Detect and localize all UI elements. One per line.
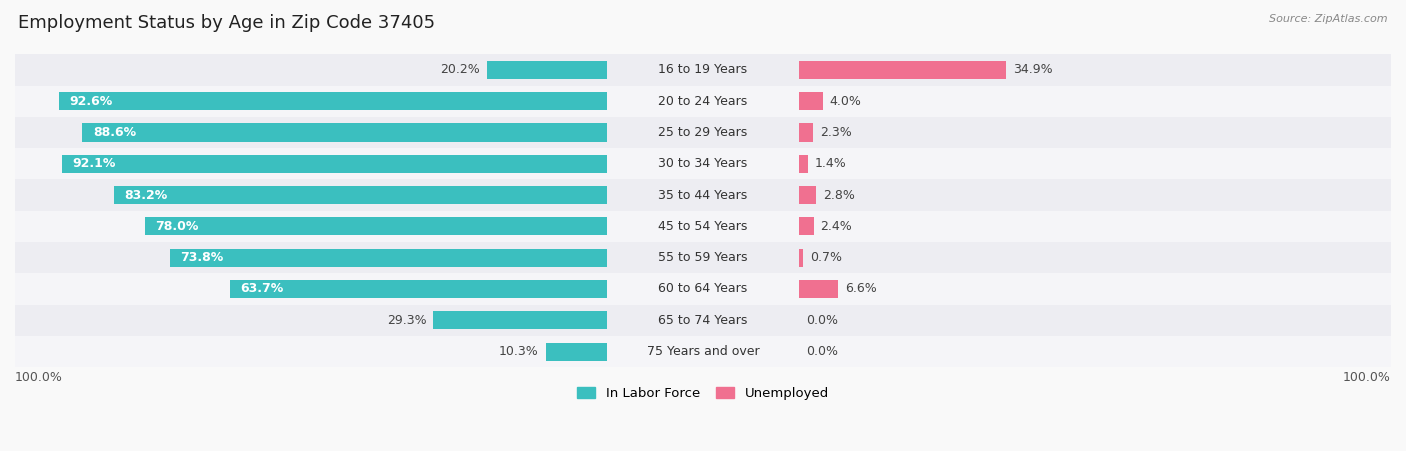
Text: 88.6%: 88.6% (93, 126, 136, 139)
Bar (15, 117, 1391, 148)
Bar (546, 342, 606, 361)
Text: 60 to 64 Years: 60 to 64 Years (658, 282, 748, 295)
Bar (15, 54, 1391, 86)
Text: 2.8%: 2.8% (823, 189, 855, 202)
Bar (800, 280, 838, 298)
Bar (15, 336, 1391, 367)
Text: 92.6%: 92.6% (69, 95, 112, 108)
Text: 1.4%: 1.4% (814, 157, 846, 170)
Text: 25 to 29 Years: 25 to 29 Years (658, 126, 748, 139)
Text: 0.0%: 0.0% (806, 345, 838, 358)
Text: 0.0%: 0.0% (806, 314, 838, 327)
Text: 83.2%: 83.2% (125, 189, 167, 202)
Bar (486, 61, 606, 79)
Bar (229, 280, 606, 298)
Bar (59, 92, 606, 110)
Bar (145, 217, 606, 235)
Bar (800, 249, 803, 267)
Text: 45 to 54 Years: 45 to 54 Years (658, 220, 748, 233)
Text: 6.6%: 6.6% (845, 282, 877, 295)
Text: 63.7%: 63.7% (240, 282, 284, 295)
Bar (800, 124, 813, 142)
Text: 55 to 59 Years: 55 to 59 Years (658, 251, 748, 264)
Text: 92.1%: 92.1% (72, 157, 115, 170)
Bar (15, 211, 1391, 242)
Text: 100.0%: 100.0% (15, 371, 63, 384)
Bar (15, 305, 1391, 336)
Bar (433, 311, 606, 329)
Text: 4.0%: 4.0% (830, 95, 862, 108)
Bar (62, 155, 606, 173)
Text: Employment Status by Age in Zip Code 37405: Employment Status by Age in Zip Code 374… (18, 14, 436, 32)
Text: 20 to 24 Years: 20 to 24 Years (658, 95, 748, 108)
Bar (800, 155, 807, 173)
Bar (15, 242, 1391, 273)
Bar (800, 61, 1005, 79)
Text: 30 to 34 Years: 30 to 34 Years (658, 157, 748, 170)
Bar (800, 186, 815, 204)
Text: 20.2%: 20.2% (440, 63, 481, 76)
Text: 0.7%: 0.7% (810, 251, 842, 264)
Text: 35 to 44 Years: 35 to 44 Years (658, 189, 748, 202)
Bar (15, 179, 1391, 211)
Bar (170, 249, 606, 267)
Bar (15, 148, 1391, 179)
Legend: In Labor Force, Unemployed: In Labor Force, Unemployed (571, 382, 835, 405)
Text: 29.3%: 29.3% (387, 314, 426, 327)
Text: 2.4%: 2.4% (820, 220, 852, 233)
Text: 2.3%: 2.3% (820, 126, 852, 139)
Text: Source: ZipAtlas.com: Source: ZipAtlas.com (1270, 14, 1388, 23)
Text: 75 Years and over: 75 Years and over (647, 345, 759, 358)
Text: 65 to 74 Years: 65 to 74 Years (658, 314, 748, 327)
Bar (15, 273, 1391, 305)
Text: 10.3%: 10.3% (499, 345, 538, 358)
Bar (83, 124, 606, 142)
Text: 16 to 19 Years: 16 to 19 Years (658, 63, 748, 76)
Text: 78.0%: 78.0% (156, 220, 198, 233)
Bar (15, 86, 1391, 117)
Text: 100.0%: 100.0% (1343, 371, 1391, 384)
Bar (800, 217, 814, 235)
Text: 34.9%: 34.9% (1012, 63, 1052, 76)
Bar (800, 92, 823, 110)
Text: 73.8%: 73.8% (180, 251, 224, 264)
Bar (114, 186, 606, 204)
